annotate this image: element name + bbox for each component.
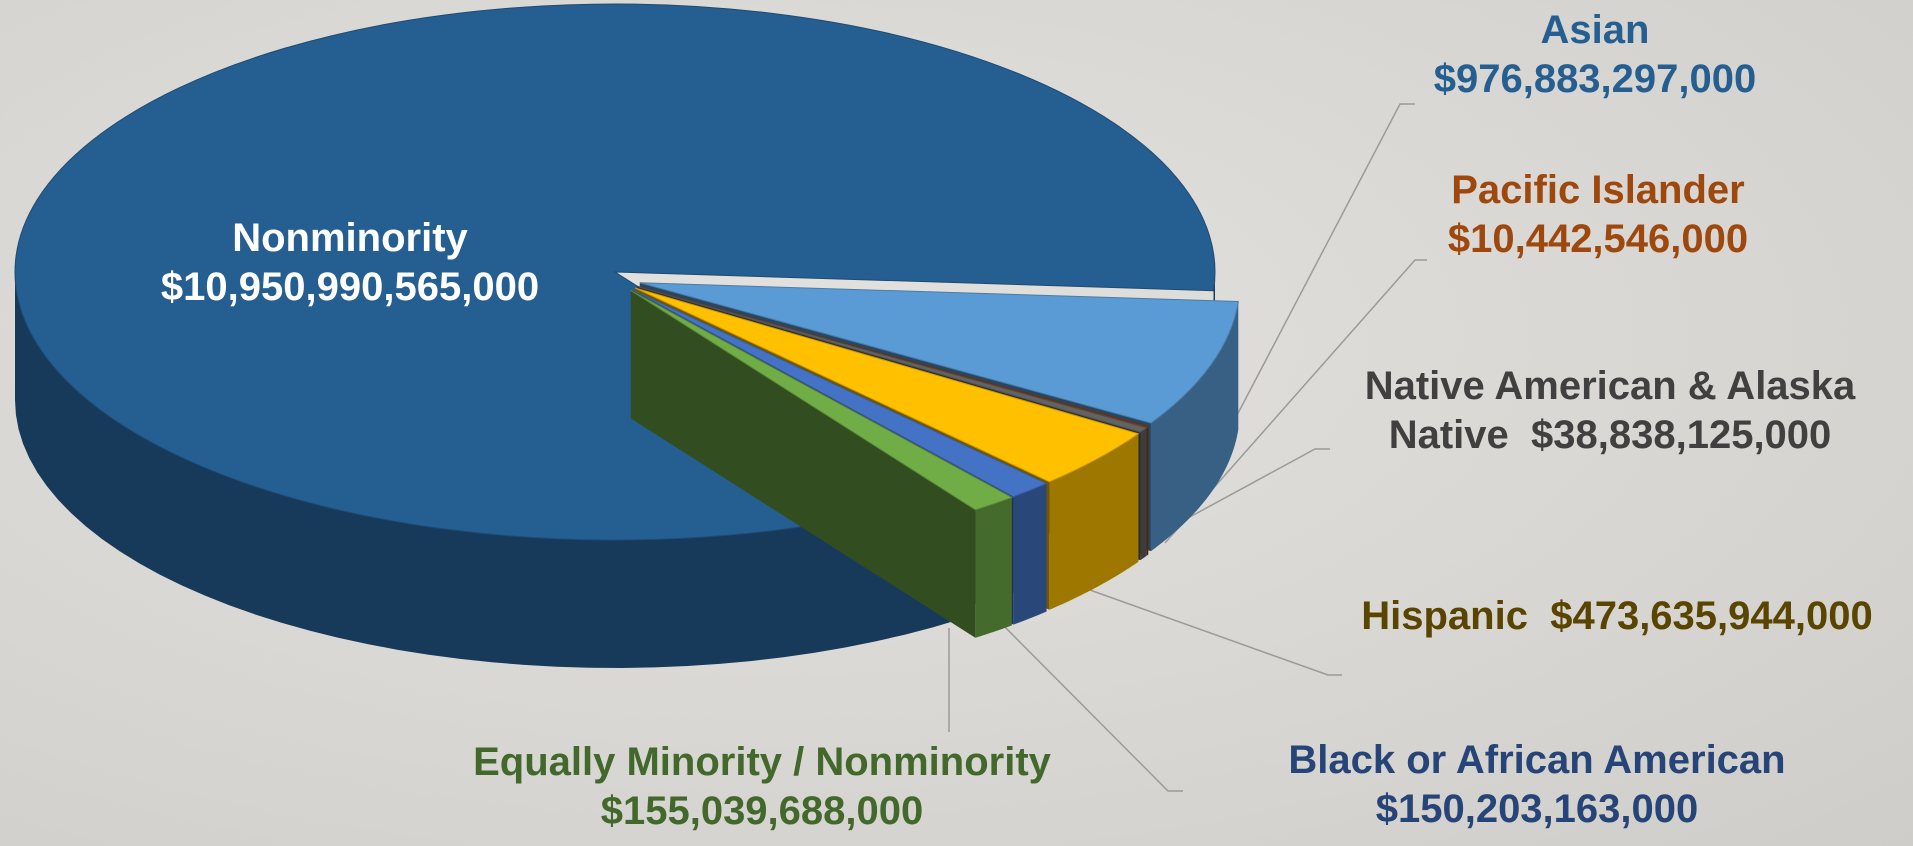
category-label: Native American & Alaska Native (1364, 364, 1867, 457)
slice-label: Asian $976,883,297,000 (1365, 6, 1825, 104)
slice-side (1146, 426, 1149, 556)
slice-side (1049, 433, 1139, 610)
category-label: Equally Minority / Nonminority (473, 740, 1051, 784)
category-label: Nonminority (232, 216, 468, 260)
category-label: Hispanic (1361, 594, 1528, 638)
slice-face (630, 290, 976, 638)
value-label: $155,039,688,000 (600, 788, 924, 833)
leader-line (1201, 103, 1415, 483)
value-label: $150,203,163,000 (1375, 786, 1699, 831)
slice (636, 285, 1148, 433)
value-label: $38,838,125,000 (1531, 412, 1832, 457)
slice (639, 282, 1239, 424)
leader-line (993, 615, 1183, 792)
slice-side (1013, 483, 1047, 625)
leader-line (1061, 579, 1342, 676)
pie (14, 3, 1239, 668)
slice-label: Equally Minority / Nonminority $155,039,6… (412, 738, 1112, 836)
slice-side (1150, 301, 1239, 552)
leader-line (1152, 448, 1330, 538)
value-label: $976,883,297,000 (1433, 56, 1757, 101)
slice-label: Pacific Islander $10,442,546,000 (1368, 166, 1828, 264)
slice-label: Native American & Alaska Native $38,838,… (1330, 362, 1890, 460)
leader-line (1164, 259, 1427, 544)
slice-side (1140, 427, 1147, 561)
slice-side (975, 497, 1012, 638)
slice-label: Black or African American $150,203,163,00… (1257, 736, 1817, 834)
slice (632, 289, 1048, 498)
leader-lines (948, 103, 1427, 792)
slice-label: Nonminority $10,950,990,565,000 (90, 214, 610, 312)
slice (634, 287, 1140, 483)
slice-side (15, 272, 960, 668)
category-label: Asian (1540, 8, 1650, 52)
slice (14, 3, 1216, 541)
category-label: Black or African American (1288, 738, 1786, 782)
slice (630, 289, 1014, 511)
category-label: Pacific Islander (1451, 168, 1745, 212)
value-label: $473,635,944,000 (1550, 594, 1873, 638)
slice-label: Hispanic $473,635,944,000 (1317, 592, 1913, 641)
value-label: $10,950,990,565,000 (160, 264, 540, 309)
value-label: $10,442,546,000 (1447, 216, 1749, 261)
